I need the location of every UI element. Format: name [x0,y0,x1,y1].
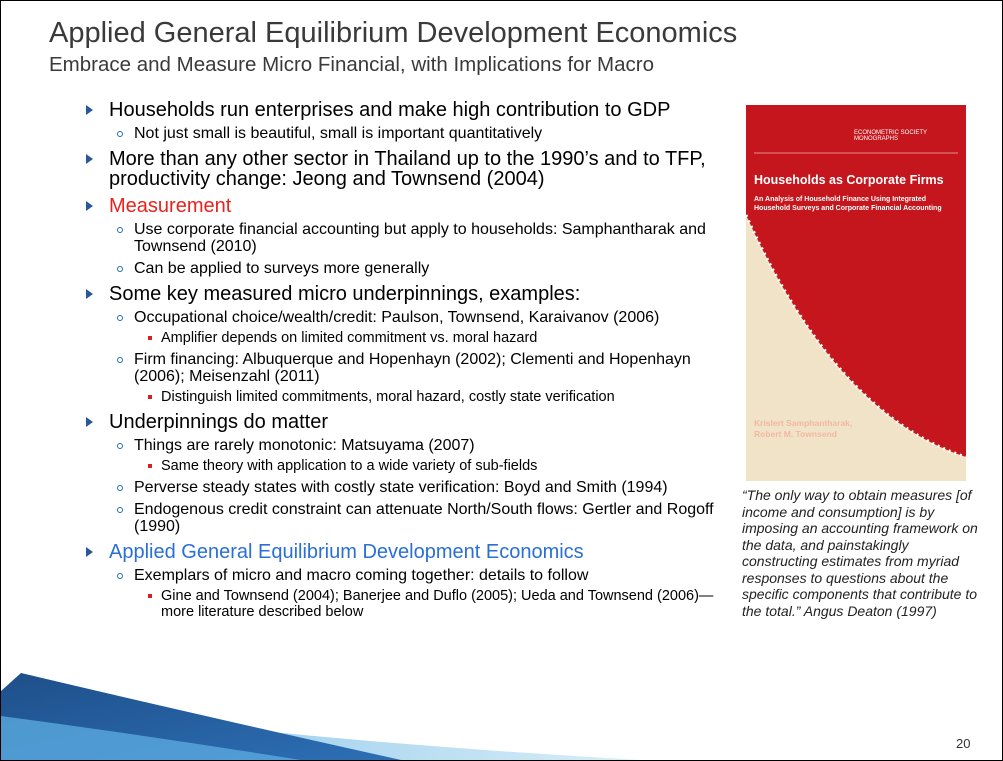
quote: “The only way to obtain measures [of inc… [742,487,978,619]
bullet-list: Households run enterprises and make high… [86,93,726,620]
bullet-level-2: Use corporate financial accounting but a… [86,221,726,255]
book-cover: ECONOMETRIC SOCIETY MONOGRAPHS Household… [746,105,966,481]
bullet-level-3: Same theory with application to a wide v… [86,458,726,474]
bullet-level-1: Applied General Equilibrium Development … [86,542,726,562]
bullet-level-2: Not just small is beautiful, small is im… [86,125,726,142]
bullet-level-1: Measurement [86,196,726,216]
bullet-level-1: More than any other sector in Thailand u… [86,149,726,189]
bullet-level-2: Can be applied to surveys more generally [86,260,726,277]
slide-title: Applied General Equilibrium Development … [49,17,737,50]
bullet-level-3: Distinguish limited commitments, moral h… [86,389,726,405]
slide-subtitle: Embrace and Measure Micro Financial, wit… [49,53,654,77]
bullet-level-2: Occupational choice/wealth/credit: Pauls… [86,309,726,326]
bullet-level-3: Gine and Townsend (2004); Banerjee and D… [86,588,726,620]
book-series: ECONOMETRIC SOCIETY MONOGRAPHS [854,130,966,142]
book-author: Robert M. Townsend [754,429,837,439]
bullet-level-1: Households run enterprises and make high… [86,100,726,120]
bullet-level-2: Exemplars of micro and macro coming toge… [86,567,726,584]
bullet-level-1: Underpinnings do matter [86,412,726,432]
bullet-level-2: Firm financing: Albuquerque and Hopenhay… [86,351,726,385]
book-author: Krislert Samphantharak, [754,418,852,428]
bullet-level-3: Amplifier depends on limited commitment … [86,330,726,346]
bullet-level-2: Things are rarely monotonic: Matsuyama (… [86,437,726,454]
book-subtitle: An Analysis of Household Finance Using I… [754,195,954,213]
bullet-level-2: Endogenous credit constraint can attenua… [86,501,726,535]
page-number: 20 [956,736,970,751]
bullet-level-2: Perverse steady states with costly state… [86,479,726,496]
book-title: Households as Corporate Firms [754,173,944,187]
bullet-level-1: Some key measured micro underpinnings, e… [86,284,726,304]
slide: Applied General Equilibrium Development … [0,0,1003,761]
